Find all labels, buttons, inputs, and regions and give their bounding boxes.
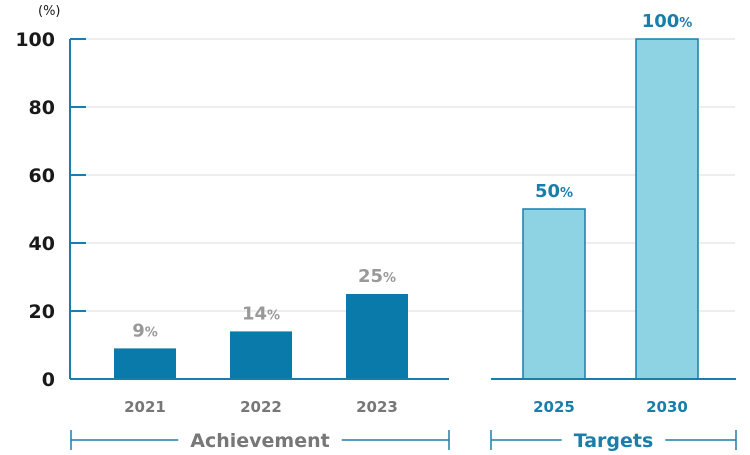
bar-2030 — [635, 38, 699, 380]
bars: 9%14%25%50%100% — [114, 11, 699, 380]
data-label-value: 100 — [642, 11, 680, 32]
y-axis-unit: (%) — [38, 4, 61, 19]
y-tick-label: 100 — [15, 29, 55, 51]
data-label-unit: % — [145, 325, 158, 340]
data-label-2030: 100% — [642, 11, 693, 32]
bar-2025 — [522, 208, 586, 380]
x-tick-label-2023: 2023 — [356, 398, 398, 416]
x-tick-label-2022: 2022 — [240, 398, 282, 416]
data-label-value: 50 — [535, 181, 560, 202]
data-label-unit: % — [267, 308, 280, 323]
y-tick-label: 20 — [29, 301, 55, 323]
data-label-unit: % — [383, 271, 396, 286]
group-labels: Achievement Targets — [70, 430, 737, 452]
x-axis: 2021 2022 2023 2025 2030 — [71, 378, 736, 416]
group-label: Targets — [574, 430, 654, 452]
data-label-2021: 9% — [132, 320, 158, 341]
data-label-2023: 25% — [358, 266, 396, 287]
data-label-unit: % — [679, 16, 692, 31]
grid-lines — [85, 38, 735, 312]
bar-2023 — [346, 294, 408, 379]
x-tick-label-2030: 2030 — [646, 398, 688, 416]
x-tick-label-2021: 2021 — [124, 398, 166, 416]
data-label-2025: 50% — [535, 181, 573, 202]
data-label-unit: % — [560, 186, 573, 201]
data-label-value: 14 — [242, 303, 267, 324]
data-label-value: 9 — [132, 320, 145, 341]
group-label: Achievement — [190, 430, 329, 452]
y-tick-label: 80 — [29, 97, 55, 119]
x-tick-label-2025: 2025 — [533, 398, 575, 416]
data-label-2022: 14% — [242, 303, 280, 324]
bar-2022 — [230, 331, 292, 379]
y-tick-label: 40 — [29, 233, 55, 255]
data-label-value: 25 — [358, 266, 383, 287]
y-tick-label: 0 — [42, 369, 55, 391]
y-tick-label: 60 — [29, 165, 55, 187]
y-axis: (%) 0 20 40 60 80 100 — [15, 4, 86, 391]
bar-2021 — [114, 348, 176, 379]
